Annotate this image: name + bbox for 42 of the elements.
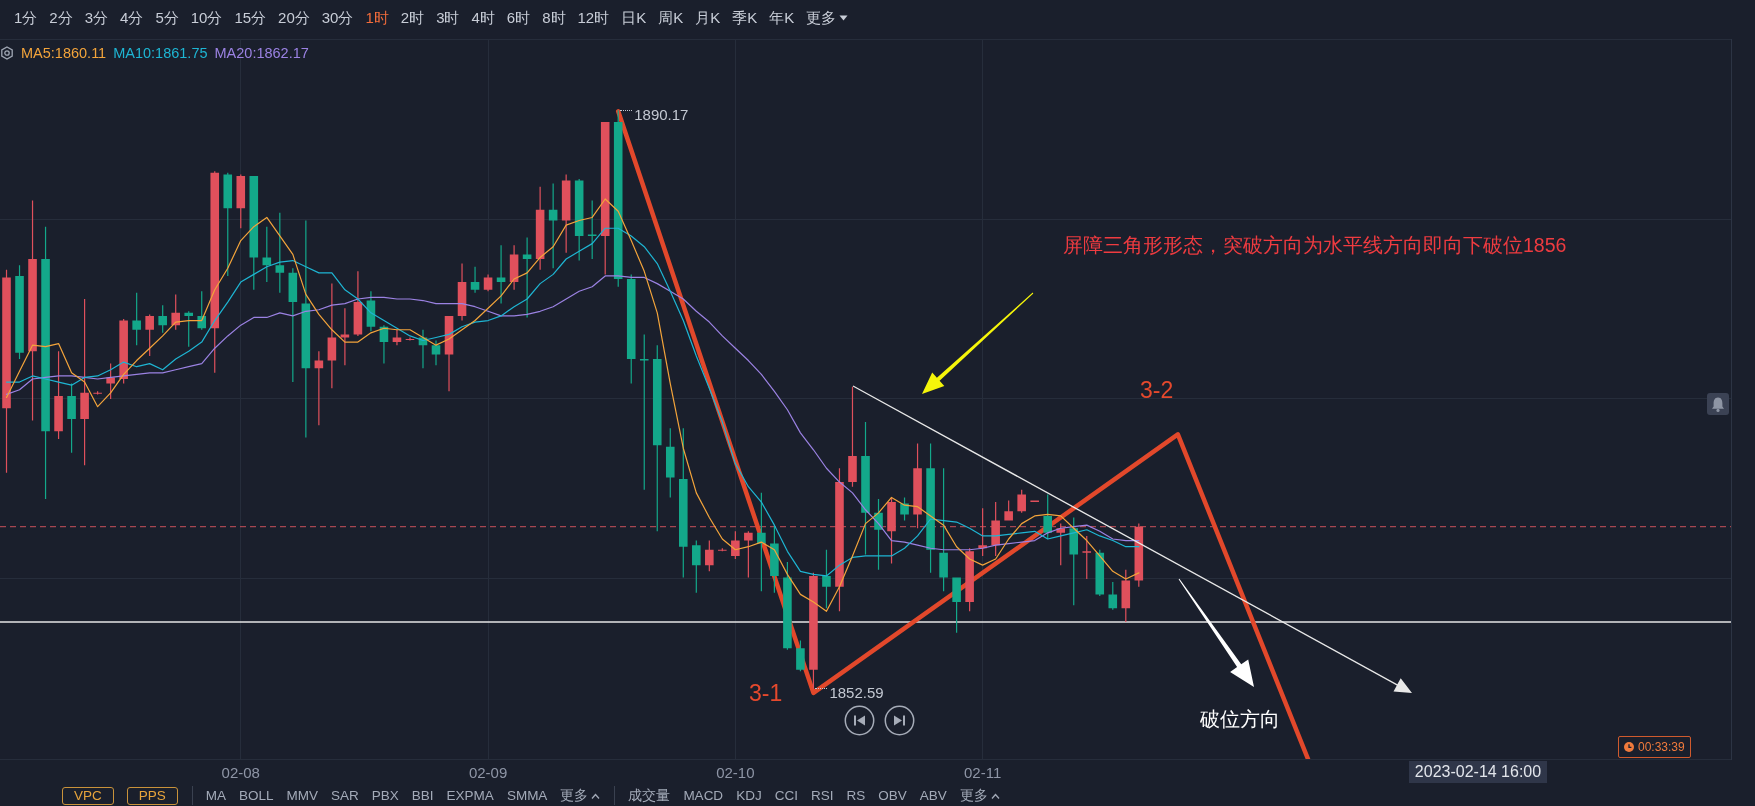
annotation: 1852.59 [829, 684, 884, 702]
x-tick-label: 02-11 [964, 764, 1002, 782]
annotation: 00:33:39 [1638, 740, 1685, 754]
candlestick [145, 314, 154, 356]
text: MA5:1860.11 [21, 44, 107, 61]
candlestick [236, 174, 246, 229]
text: 1分 2分 3分 4分 5分 10分 15分 20分 30分 1时 2时 3时 4时 6时 8时 12时 日K 周K 月K 季K 年K 更多 [14, 8, 837, 26]
candlestick [952, 577, 961, 633]
annotation: 破位方向 [1200, 707, 1280, 730]
candlestick [392, 329, 402, 346]
annotation: 3-2 [1140, 376, 1174, 403]
text: 成交量 MACD KDJ CCI RSI RS OBV ABV 更多 [628, 787, 988, 803]
candlestick [496, 245, 506, 304]
x-tick-label: 02-10 [716, 764, 755, 782]
candlestick [692, 540, 701, 593]
candlestick [652, 345, 662, 532]
text: MA20:1862.17 [214, 44, 309, 61]
text: MA BOLL MMV SAR PBX BBI EXPMA SMMA 更多 [205, 787, 589, 803]
candlestick [809, 572, 818, 689]
candlestick [405, 337, 415, 341]
text: MA10:1861.75 [113, 44, 208, 61]
candlestick [15, 265, 24, 359]
candlestick [744, 531, 753, 578]
annotation: 屏障三角形形态，突破方向为水平线方向即向下破位1856 [1063, 233, 1567, 257]
text: 2023-02-14 16:00 [1409, 761, 1547, 783]
x-tick-label: 02-08 [221, 764, 260, 782]
candlestick [431, 340, 441, 366]
candlestick [470, 266, 480, 293]
candlestick [718, 548, 727, 552]
candlestick [93, 391, 102, 395]
candlestick [1004, 500, 1013, 521]
candlestick [223, 172, 233, 276]
candlestick [626, 274, 636, 384]
candlestick [1017, 489, 1026, 513]
candlestick [796, 640, 805, 672]
annotation: 1890.17 [634, 106, 689, 124]
candlestick [783, 562, 792, 650]
x-tick-label: 02-09 [468, 764, 508, 782]
annotation: 3-1 [748, 679, 783, 706]
candlestick [679, 428, 688, 578]
text: VPC PPS [74, 787, 166, 803]
candlestick [1108, 582, 1118, 610]
